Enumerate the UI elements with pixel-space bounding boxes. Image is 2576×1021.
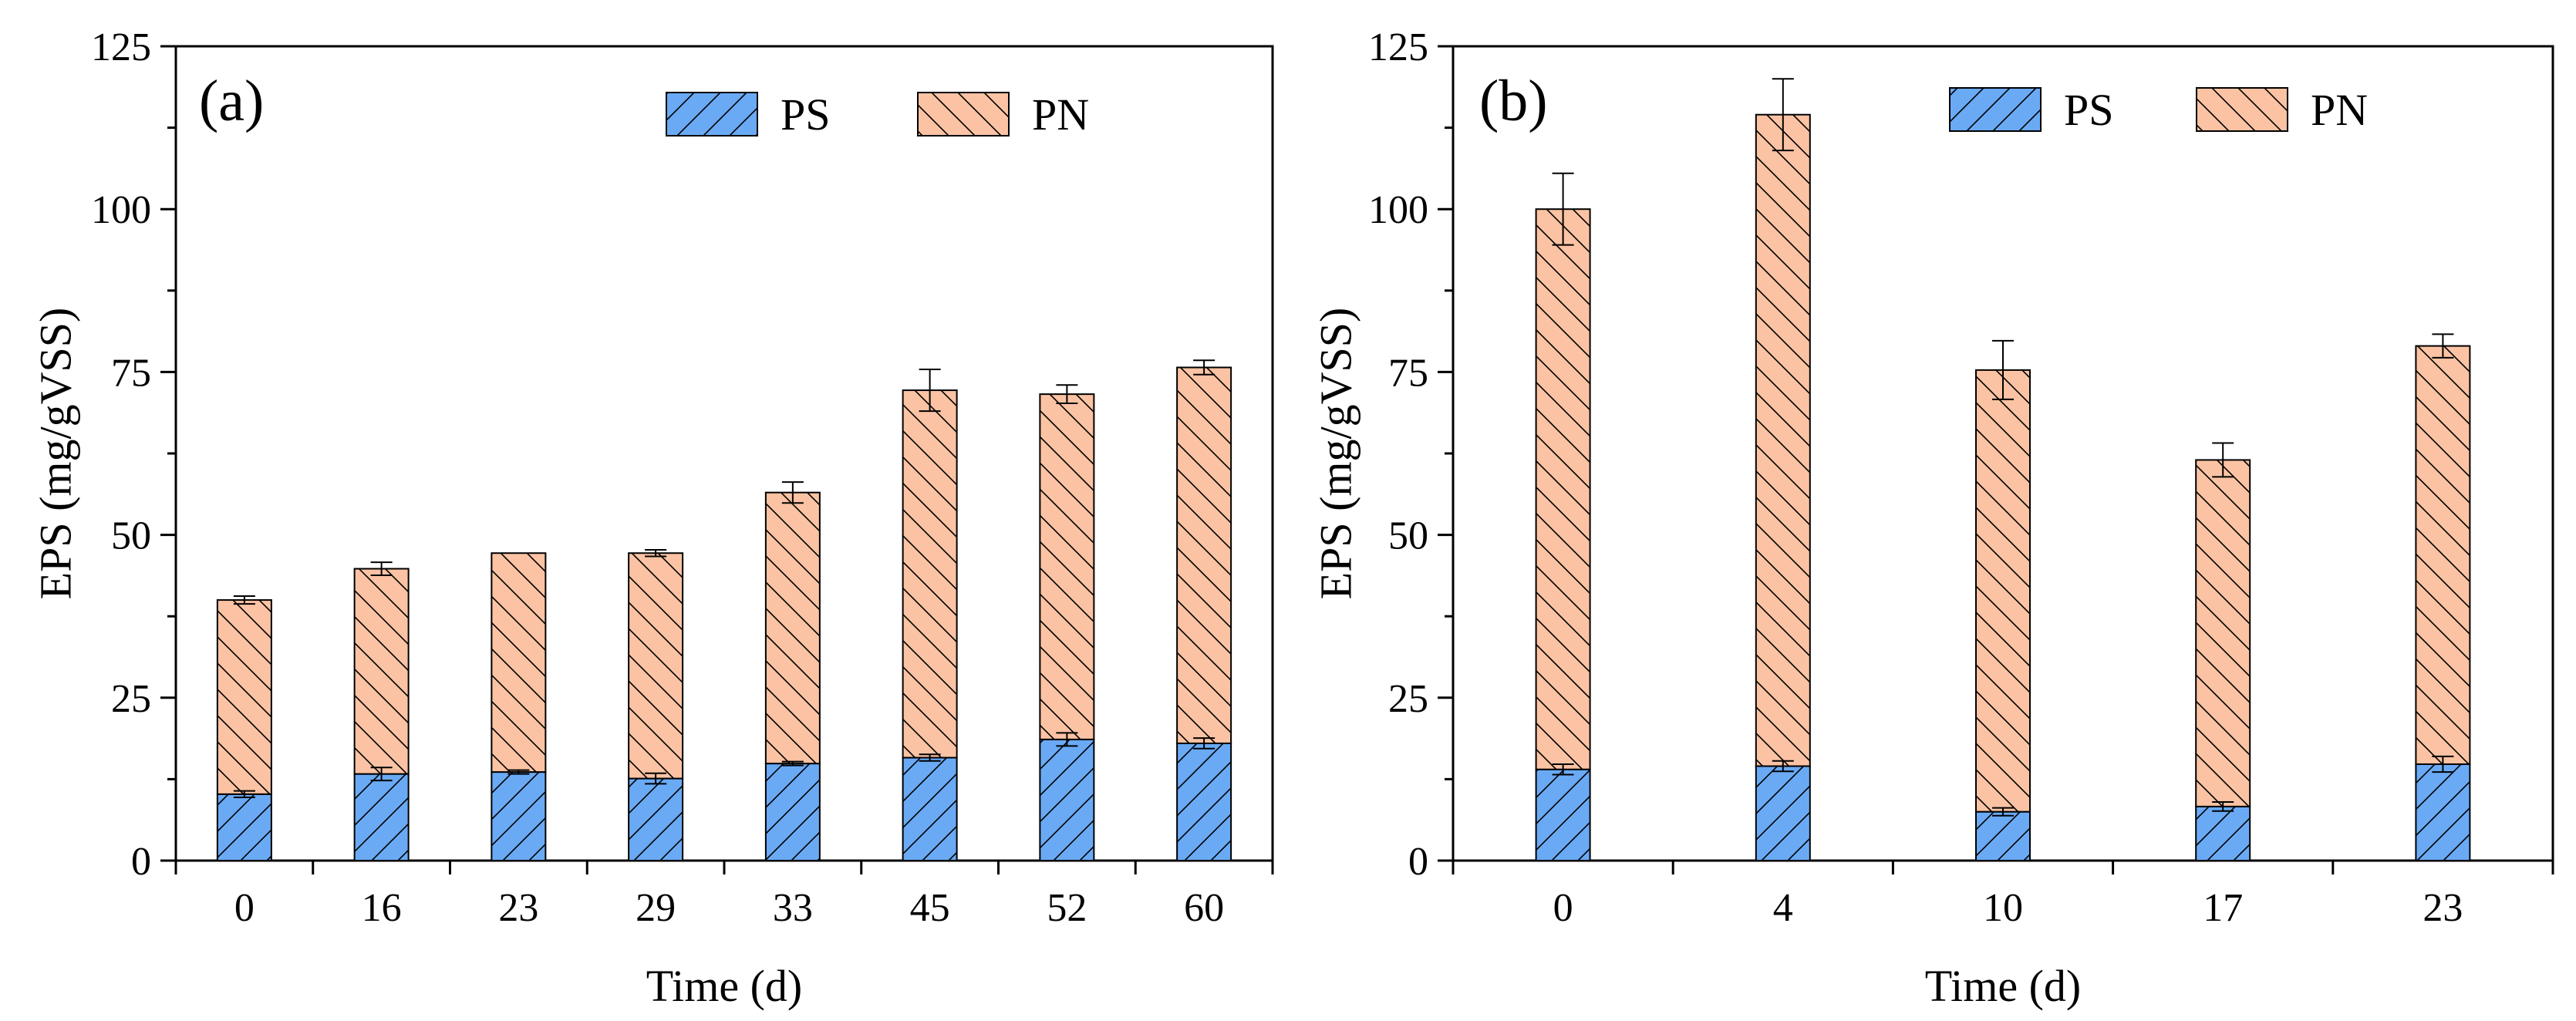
x-tick-label: 0 — [234, 886, 255, 930]
x-tick-label: 0 — [1553, 886, 1573, 930]
error-bar-pn-45 — [919, 369, 941, 413]
y-tick-label: 50 — [111, 514, 151, 558]
legend-item-ps: PS — [666, 89, 831, 140]
bar-pn-hatch-23 — [2415, 345, 2471, 765]
y-axis-title: EPS (mg/gVSS) — [1310, 308, 1360, 600]
error-bar-pn-0 — [233, 595, 255, 605]
x-tick-label: 29 — [636, 886, 676, 930]
x-tick-label: 4 — [1773, 886, 1793, 930]
error-bar-ps-23 — [2432, 755, 2454, 773]
error-bar-pn-10 — [1992, 339, 2014, 400]
plot-frame — [174, 45, 1274, 862]
x-tick-label: 17 — [2203, 886, 2243, 930]
error-bar-ps-16 — [370, 767, 393, 782]
bar-ps-hatch-10 — [1975, 810, 2031, 862]
y-tick-label: 25 — [1388, 677, 1428, 721]
x-tick-label: 23 — [2423, 886, 2463, 930]
panel-label: (a) — [199, 69, 264, 133]
y-tick-label: 100 — [1368, 188, 1428, 232]
error-bar-ps-60 — [1193, 737, 1216, 750]
error-bar-pn-0 — [1552, 172, 1574, 246]
x-tick-label: 16 — [362, 886, 402, 930]
bar-ps-hatch-60 — [1176, 742, 1232, 861]
x-tick-label: 10 — [1983, 886, 2023, 930]
legend-item-pn: PN — [917, 89, 1089, 140]
legend-label: PS — [781, 89, 831, 140]
bar-pn-hatch-10 — [1975, 369, 2031, 813]
bar-ps-hatch-0 — [1535, 768, 1591, 862]
x-axis-title: Time (d) — [646, 961, 803, 1011]
error-bar-pn-52 — [1056, 384, 1078, 404]
legend-label: PS — [2064, 85, 2114, 135]
bar-pn-hatch-4 — [1755, 113, 1811, 767]
error-bar-ps-45 — [919, 753, 941, 762]
bar-ps-hatch-33 — [764, 763, 821, 862]
legend-label: PN — [2311, 85, 2368, 135]
y-tick-label: 0 — [1408, 840, 1428, 884]
bar-pn-hatch-0 — [216, 599, 272, 795]
legend-swatch-hatch — [917, 92, 1010, 136]
error-bar-ps-10 — [1992, 807, 2014, 817]
bar-pn-hatch-45 — [902, 389, 958, 759]
legend-swatch-hatch — [1949, 87, 2042, 132]
y-tick-label: 50 — [1388, 514, 1428, 558]
bar-pn-hatch-17 — [2195, 459, 2251, 807]
y-tick-label: 0 — [131, 840, 151, 884]
y-axis-title: EPS (mg/gVSS) — [30, 308, 80, 600]
error-bar-ps-52 — [1056, 732, 1078, 747]
bar-pn-hatch-16 — [353, 568, 410, 775]
legend-item-ps: PS — [1949, 85, 2114, 135]
x-tick-label: 52 — [1047, 886, 1087, 930]
bar-pn-hatch-60 — [1176, 366, 1232, 744]
error-bar-pn-16 — [370, 561, 393, 576]
error-bar-ps-33 — [781, 760, 804, 767]
panel-b: 0 25 50 75 100 125 0 4 10 17 23 (b) PS PN Time (d) EPS … — [1310, 25, 2554, 1011]
error-bar-ps-29 — [645, 772, 667, 785]
bar-pn-hatch-0 — [1535, 208, 1591, 770]
bar-pn-hatch-52 — [1039, 393, 1095, 740]
bar-ps-hatch-23 — [2415, 763, 2471, 862]
y-tick-label: 75 — [111, 351, 151, 395]
y-tick-label: 125 — [1368, 25, 1428, 69]
error-bar-pn-4 — [1772, 78, 1794, 152]
y-tick-label: 125 — [91, 25, 151, 69]
legend-item-pn: PN — [2196, 85, 2368, 135]
error-bar-pn-17 — [2212, 442, 2234, 478]
error-bar-pn-29 — [645, 549, 667, 558]
x-tick-label: 60 — [1184, 886, 1224, 930]
bar-ps-hatch-0 — [216, 793, 272, 862]
y-tick-label: 75 — [1388, 351, 1428, 395]
bar-pn-hatch-23 — [491, 552, 547, 773]
legend-label: PN — [1032, 89, 1089, 140]
error-bar-pn-23 — [2432, 333, 2454, 359]
error-bar-ps-17 — [2212, 800, 2234, 812]
bar-ps-hatch-4 — [1755, 765, 1811, 862]
y-tick-label: 25 — [111, 677, 151, 721]
bar-ps-hatch-17 — [2195, 805, 2251, 861]
error-bar-ps-23 — [507, 769, 530, 775]
error-bar-pn-33 — [781, 481, 804, 504]
bar-ps-hatch-52 — [1039, 738, 1095, 861]
error-bar-pn-60 — [1193, 359, 1216, 376]
error-bar-ps-0 — [1552, 763, 1574, 776]
panel-label: (b) — [1479, 69, 1548, 133]
legend-swatch-hatch — [666, 92, 758, 136]
x-axis-title: Time (d) — [1925, 961, 2082, 1011]
legend-swatch-hatch — [2196, 87, 2288, 132]
x-tick-label: 23 — [498, 886, 538, 930]
error-bar-ps-0 — [233, 790, 255, 799]
bar-ps-hatch-45 — [902, 756, 958, 861]
bar-pn-hatch-33 — [764, 491, 821, 765]
bar-pn-hatch-29 — [628, 552, 684, 780]
y-tick-label: 100 — [91, 188, 151, 232]
bar-ps-hatch-23 — [491, 771, 547, 861]
bar-ps-hatch-16 — [353, 773, 410, 861]
panel-a: 0 25 50 75 100 125 0 16 23 29 33 45 52 60 (a) PS PN Time … — [30, 25, 1274, 1011]
x-tick-label: 45 — [910, 886, 950, 930]
bar-ps-hatch-29 — [628, 777, 684, 861]
x-tick-label: 33 — [773, 886, 813, 930]
error-bar-ps-4 — [1772, 760, 1794, 773]
